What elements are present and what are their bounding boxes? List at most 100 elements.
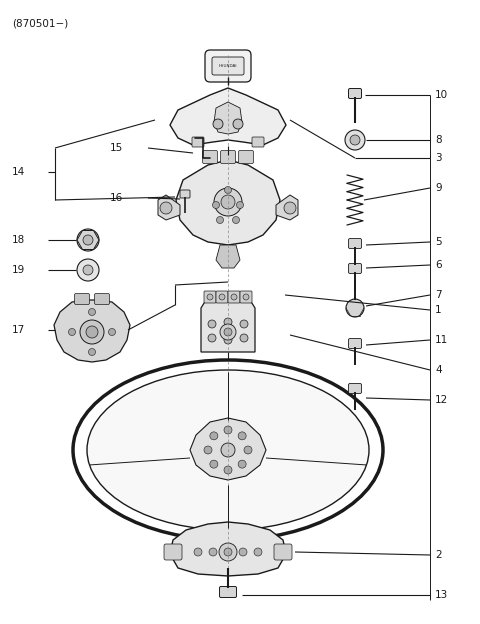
Circle shape [239,548,247,556]
FancyBboxPatch shape [228,291,240,303]
Circle shape [238,460,246,468]
Circle shape [345,130,365,150]
Text: 8: 8 [435,135,442,145]
Circle shape [108,328,116,336]
Circle shape [160,202,172,214]
Text: 5: 5 [435,237,442,247]
FancyBboxPatch shape [95,293,109,305]
Text: 9: 9 [435,183,442,193]
Circle shape [204,446,212,454]
Circle shape [243,294,249,300]
Circle shape [240,334,248,342]
Polygon shape [276,195,298,220]
Circle shape [346,299,364,317]
Circle shape [88,348,96,356]
Circle shape [208,334,216,342]
Circle shape [231,294,237,300]
Polygon shape [170,88,286,145]
Text: (870501−): (870501−) [12,18,68,28]
Polygon shape [190,418,266,480]
Polygon shape [170,522,286,576]
Text: 7: 7 [435,290,442,300]
Circle shape [77,229,99,251]
Circle shape [77,259,99,281]
Circle shape [254,548,262,556]
Circle shape [213,202,219,208]
Text: 1: 1 [435,305,442,315]
FancyBboxPatch shape [252,137,264,147]
FancyBboxPatch shape [180,190,190,198]
FancyBboxPatch shape [212,57,244,75]
Polygon shape [54,300,130,362]
FancyBboxPatch shape [203,150,217,163]
Text: 14: 14 [12,167,25,177]
Circle shape [219,294,225,300]
Circle shape [232,217,240,223]
Circle shape [238,432,246,440]
FancyBboxPatch shape [348,263,361,273]
Circle shape [224,548,232,556]
FancyBboxPatch shape [216,291,228,303]
Circle shape [209,548,217,556]
Circle shape [83,265,93,275]
FancyBboxPatch shape [164,544,182,560]
Circle shape [225,187,231,193]
Circle shape [233,119,243,129]
FancyBboxPatch shape [219,587,237,598]
Text: 6: 6 [435,260,442,270]
Polygon shape [214,102,242,134]
FancyBboxPatch shape [348,238,361,248]
Circle shape [224,426,232,434]
Text: 4: 4 [435,365,442,375]
Circle shape [237,202,243,208]
Text: 18: 18 [12,235,25,245]
Text: 3: 3 [435,153,442,163]
Circle shape [69,328,75,336]
Circle shape [210,460,218,468]
Circle shape [88,308,96,316]
Text: HYUNDAI: HYUNDAI [219,64,237,68]
FancyBboxPatch shape [348,338,361,348]
Circle shape [216,217,224,223]
Text: 17: 17 [12,325,25,335]
Text: 13: 13 [435,590,448,600]
Polygon shape [77,230,99,250]
Text: 15: 15 [110,143,123,153]
Circle shape [214,188,242,216]
FancyBboxPatch shape [205,50,251,82]
Polygon shape [201,300,255,352]
Circle shape [219,543,237,561]
Circle shape [240,320,248,328]
Text: 12: 12 [435,395,448,405]
Circle shape [221,195,235,209]
Circle shape [224,318,232,326]
Text: 2: 2 [435,550,442,560]
Circle shape [194,548,202,556]
Circle shape [350,135,360,145]
FancyBboxPatch shape [274,544,292,560]
Circle shape [207,294,213,300]
Text: 10: 10 [435,90,448,100]
FancyBboxPatch shape [348,89,361,99]
Circle shape [83,235,93,245]
FancyBboxPatch shape [74,293,89,305]
Circle shape [284,202,296,214]
Circle shape [80,320,104,344]
Circle shape [221,443,235,457]
FancyBboxPatch shape [220,150,236,163]
Polygon shape [216,245,240,268]
Polygon shape [176,160,280,245]
Circle shape [224,336,232,344]
Circle shape [213,119,223,129]
Circle shape [208,320,216,328]
Polygon shape [158,195,180,220]
Text: 11: 11 [435,335,448,345]
Text: 19: 19 [12,265,25,275]
Ellipse shape [87,370,369,530]
Text: 16: 16 [110,193,123,203]
FancyBboxPatch shape [348,384,361,394]
FancyBboxPatch shape [192,137,204,147]
Circle shape [244,446,252,454]
Circle shape [210,432,218,440]
Circle shape [86,326,98,338]
